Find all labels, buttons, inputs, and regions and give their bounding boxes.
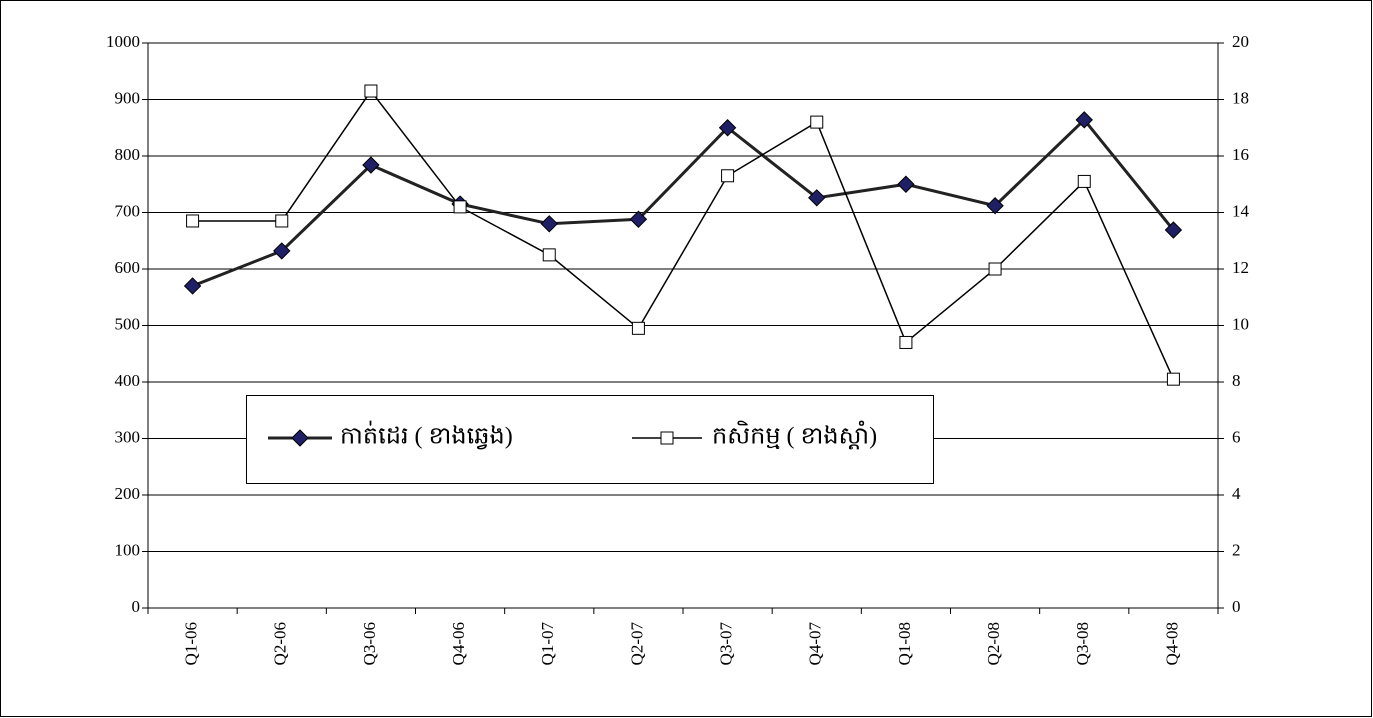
- x-tick-label: Q2-08: [984, 622, 1003, 665]
- marker: [629, 210, 648, 228]
- marker: [183, 277, 202, 295]
- series-line: [192, 89, 1175, 380]
- marker: [362, 156, 380, 174]
- marker: [988, 262, 1002, 276]
- legend-label: កសិកម្ម ( ខាងស្តាំ): [712, 421, 877, 450]
- x-tick-label: Q3-06: [360, 622, 379, 665]
- x-tick-label: Q2-07: [627, 622, 646, 666]
- marker: [1077, 174, 1091, 188]
- marker: [364, 84, 378, 98]
- y2-tick-label: 6: [1232, 427, 1241, 446]
- y2-tick-label: 12: [1232, 258, 1249, 277]
- y-tick-label: 1000: [106, 32, 140, 51]
- marker: [542, 248, 556, 262]
- y2-tick-label: 14: [1232, 201, 1250, 220]
- y-tick-label: 100: [115, 540, 141, 559]
- y2-tick-label: 4: [1232, 484, 1241, 503]
- marker: [899, 335, 913, 349]
- marker: [986, 197, 1004, 215]
- marker: [186, 214, 200, 228]
- x-tick-label: Q1-06: [181, 622, 200, 665]
- x-tick-label: Q4-08: [1162, 622, 1181, 665]
- y-tick-label: 800: [115, 145, 141, 164]
- series-line: [192, 117, 1175, 288]
- x-tick-label: Q3-07: [716, 622, 735, 666]
- marker: [631, 321, 645, 335]
- y-tick-label: 900: [115, 88, 141, 107]
- y2-tick-label: 2: [1232, 540, 1241, 559]
- y2-tick-label: 18: [1232, 88, 1249, 107]
- legend-marker: [291, 429, 309, 447]
- legend-label: កាត់ដេរ ( ខាងឆ្វេង): [340, 421, 513, 450]
- marker: [897, 175, 915, 193]
- marker: [721, 169, 735, 183]
- y-tick-label: 600: [115, 258, 141, 277]
- x-tick-label: Q1-07: [538, 622, 557, 666]
- marker: [1166, 372, 1180, 386]
- x-tick-label: Q3-08: [1073, 622, 1092, 665]
- y2-tick-label: 0: [1232, 597, 1241, 616]
- y2-tick-label: 16: [1232, 145, 1249, 164]
- legend-box: [246, 395, 934, 484]
- y-tick-label: 400: [115, 371, 141, 390]
- marker: [275, 214, 289, 228]
- legend: កាត់ដេរ ( ខាងឆ្វេង) កសិកម្ម ( ខាងស្តាំ): [246, 395, 934, 484]
- marker: [453, 200, 467, 214]
- y2-tick-label: 20: [1232, 32, 1249, 51]
- x-tick-label: Q2-06: [271, 622, 290, 665]
- x-tick-label: Q1-08: [895, 622, 914, 665]
- marker: [1164, 221, 1183, 239]
- y-tick-label: 0: [132, 597, 141, 616]
- y2-tick-label: 8: [1232, 371, 1241, 390]
- marker: [808, 189, 826, 207]
- marker: [273, 242, 291, 260]
- marker: [1075, 111, 1093, 129]
- y-tick-label: 500: [115, 314, 141, 333]
- y-tick-label: 200: [115, 484, 141, 503]
- plot: 0 100 200 300 400 500 600 700 800 900 1000 0 2 4 6 8 10 1…: [106, 32, 1250, 666]
- y-tick-label: 300: [115, 427, 141, 446]
- legend-marker: [660, 431, 674, 445]
- marker: [540, 215, 558, 233]
- marker: [810, 115, 824, 129]
- marker: [718, 119, 737, 137]
- x-tick-label: Q4-06: [449, 622, 468, 665]
- y-tick-label: 700: [115, 201, 141, 220]
- y2-tick-label: 10: [1232, 314, 1249, 333]
- x-tick-label: Q4-07: [806, 622, 825, 666]
